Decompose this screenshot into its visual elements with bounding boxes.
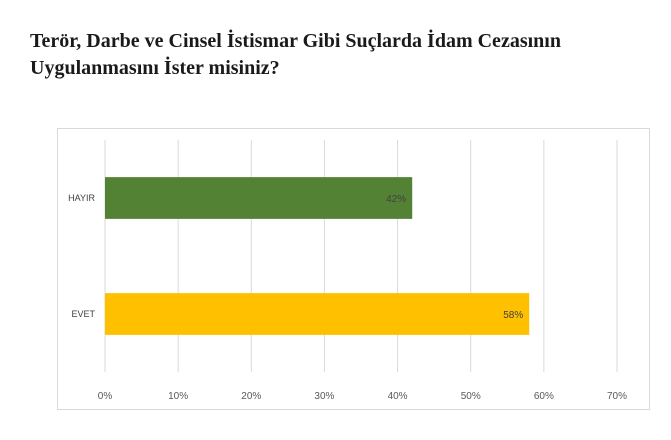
category-label: HAYIR (68, 193, 95, 203)
category-label: EVET (71, 309, 95, 319)
x-tick-label: 0% (98, 391, 113, 402)
chart-title-line-1: Terör, Darbe ve Cinsel İstismar Gibi Suç… (30, 30, 561, 52)
x-tick-label: 40% (388, 391, 408, 402)
x-tick-label: 30% (314, 391, 334, 402)
x-tick-label: 10% (168, 391, 188, 402)
chart-title-line-2: Uygulanmasını İster misiniz? (30, 57, 280, 79)
bar-hayir (105, 177, 413, 219)
data-label: 42% (386, 194, 406, 205)
x-tick-label: 50% (461, 391, 481, 402)
chart-area (57, 128, 650, 410)
data-label: 58% (503, 310, 523, 321)
chart-title: Terör, Darbe ve Cinsel İstismar Gibi Suç… (30, 28, 650, 82)
x-tick-label: 20% (241, 391, 261, 402)
bar-evet (105, 293, 530, 335)
x-tick-label: 70% (607, 391, 627, 402)
x-tick-label: 60% (534, 391, 554, 402)
